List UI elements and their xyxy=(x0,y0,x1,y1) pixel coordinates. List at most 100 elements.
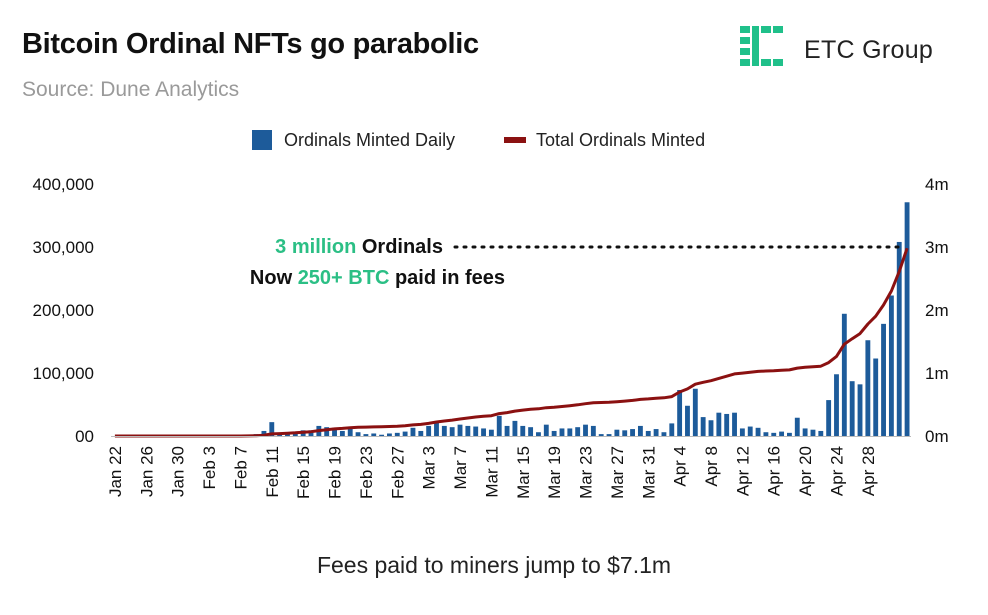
x-tick-label: Feb 15 xyxy=(294,446,313,499)
daily-bar xyxy=(543,424,549,436)
daily-bar xyxy=(787,432,792,436)
daily-bar xyxy=(700,417,706,436)
daily-bar xyxy=(724,413,730,436)
y-left-tick-label: 200,000 xyxy=(33,301,94,320)
daily-bar xyxy=(849,381,855,436)
daily-bar xyxy=(512,420,518,436)
daily-bar xyxy=(841,313,847,436)
daily-bar xyxy=(614,429,620,436)
chart: Ordinals Minted Daily Total Ordinals Min… xyxy=(33,130,949,499)
y-right-tick-label: 4m xyxy=(925,175,949,194)
x-tick-label: Apr 24 xyxy=(827,446,846,496)
daily-bar xyxy=(402,431,408,436)
daily-bar xyxy=(630,429,635,436)
x-tick-label: Feb 27 xyxy=(388,446,407,499)
daily-bar xyxy=(418,430,424,436)
x-tick-label: Feb 7 xyxy=(231,446,250,489)
daily-bar xyxy=(441,425,447,436)
daily-bar xyxy=(363,434,369,436)
x-axis-labels: Jan 22 Jan 26 Jan 30 Feb 3 Feb 7 Feb 11 Feb 15… xyxy=(106,446,878,499)
daily-bar xyxy=(332,427,337,436)
footer-caption: Fees paid to miners jump to $7.1m xyxy=(316,552,672,578)
daily-bar xyxy=(551,430,557,436)
daily-bar xyxy=(802,428,808,436)
daily-bar xyxy=(575,427,581,436)
daily-bar xyxy=(583,424,588,436)
daily-bar xyxy=(732,412,737,436)
daily-bar xyxy=(865,340,871,436)
chart-source: Source: Dune Analytics xyxy=(22,78,240,101)
x-tick-label: Jan 22 xyxy=(106,446,125,497)
x-tick-label: Mar 19 xyxy=(545,446,564,499)
daily-bar xyxy=(763,432,769,436)
legend-swatch-total xyxy=(504,137,526,143)
daily-bar xyxy=(645,430,651,436)
daily-bar xyxy=(371,433,377,436)
daily-bar xyxy=(269,422,275,436)
x-tick-label: Apr 8 xyxy=(702,446,721,487)
x-tick-label: Feb 23 xyxy=(357,446,376,499)
y-right-tick-label: 2m xyxy=(925,301,949,320)
daily-bar xyxy=(410,427,416,436)
daily-bar xyxy=(904,202,910,436)
x-tick-label: Mar 31 xyxy=(639,446,658,499)
daily-bar xyxy=(598,434,604,436)
x-tick-label: Mar 7 xyxy=(451,446,470,489)
daily-bar xyxy=(528,427,534,436)
daily-bar xyxy=(590,425,596,436)
daily-bar xyxy=(637,425,643,436)
annotation-suffix-2: paid in fees xyxy=(389,267,505,289)
daily-bar xyxy=(559,428,565,436)
annotation-highlight-2: 250+ BTC xyxy=(298,267,390,289)
x-tick-label: Mar 11 xyxy=(482,446,501,498)
annotation-highlight-1: 3 million xyxy=(275,236,356,258)
daily-bar xyxy=(379,434,385,436)
x-tick-label: Feb 11 xyxy=(263,446,282,498)
page-title: Bitcoin Ordinal NFTs go parabolic xyxy=(22,28,479,60)
daily-bar xyxy=(669,423,675,436)
daily-bar xyxy=(873,358,879,436)
daily-bar xyxy=(888,295,894,436)
x-tick-label: Mar 23 xyxy=(577,446,596,499)
daily-bar xyxy=(653,429,659,436)
daily-bar xyxy=(324,427,330,436)
x-tick-label: Apr 20 xyxy=(796,446,815,496)
daily-bar xyxy=(747,426,753,436)
daily-bar xyxy=(481,428,486,436)
y-right-tick-label: 3m xyxy=(925,238,949,257)
x-tick-label: Mar 27 xyxy=(608,446,627,499)
daily-bar xyxy=(449,427,455,436)
daily-bar xyxy=(536,432,541,436)
y-axis-left: 400,000 300,000 200,000 100,000 00 xyxy=(33,175,94,446)
logo-text: ETC Group xyxy=(804,36,934,64)
daily-bar xyxy=(739,428,745,436)
daily-bar xyxy=(826,400,832,436)
daily-bar xyxy=(685,405,690,436)
daily-bar xyxy=(716,412,722,436)
daily-bar xyxy=(473,426,479,436)
daily-bar xyxy=(677,390,683,436)
daily-bar xyxy=(355,432,361,436)
y-axis-right: 4m 3m 2m 1m 0m xyxy=(925,175,949,446)
total-line xyxy=(114,247,909,438)
daily-bar xyxy=(387,433,392,436)
daily-bar xyxy=(834,374,839,436)
logo-mark-icon xyxy=(740,26,783,66)
etc-group-logo xyxy=(740,26,783,66)
x-tick-label: Feb 3 xyxy=(200,446,219,489)
daily-bar xyxy=(457,424,463,436)
y-left-tick-label: 300,000 xyxy=(33,238,94,257)
daily-bar xyxy=(794,417,800,436)
x-tick-label: Apr 16 xyxy=(765,446,784,496)
annotation-text-1: Ordinals xyxy=(356,236,443,258)
x-tick-label: Mar 3 xyxy=(420,446,439,489)
y-left-tick-label: 100,000 xyxy=(33,364,94,383)
daily-bar xyxy=(896,241,902,436)
daily-bar xyxy=(520,425,526,436)
daily-bar xyxy=(394,432,400,436)
x-tick-label: Jan 30 xyxy=(169,446,188,497)
daily-bar xyxy=(488,429,494,436)
daily-bar xyxy=(818,430,824,436)
y-right-tick-label: 1m xyxy=(925,364,949,383)
daily-bar xyxy=(779,431,785,436)
